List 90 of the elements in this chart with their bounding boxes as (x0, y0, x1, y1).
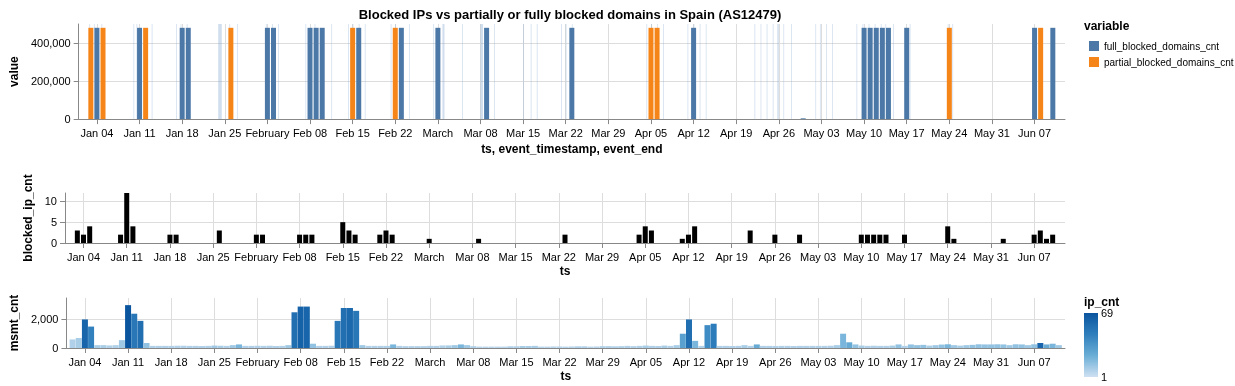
x-tick-label: Mar 08 (456, 355, 491, 368)
x-tick-label: Feb 22 (369, 355, 405, 368)
x-tick-label: Feb 08 (282, 250, 317, 263)
x-tick-label: February (235, 355, 281, 368)
x-tick-label: Mar 22 (542, 355, 577, 368)
y-axis-title: blocked_ip_cnt (20, 174, 35, 262)
x-tick-label: May 03 (800, 250, 837, 263)
x-tick-label: Jan 04 (68, 355, 102, 368)
x-tick-label: Feb 22 (368, 250, 404, 263)
x-tick-label: May 17 (886, 355, 923, 368)
y-tick-label: 2,000 (30, 313, 59, 326)
x-tick-label: Apr 12 (672, 250, 705, 263)
y-tick-label: 10 (44, 195, 57, 208)
x-axis-title: ts (559, 264, 571, 278)
x-tick-label: Mar 29 (591, 126, 626, 139)
y-axis-title: msmt_cnt (7, 294, 21, 352)
x-tick-label: Apr 19 (715, 250, 748, 263)
x-tick-label: Apr 26 (762, 126, 796, 139)
y-tick-label: 200,000 (30, 75, 71, 88)
chart-title: Blocked IPs vs partially or fully blocked domains in Spain (AS12479) (358, 7, 782, 22)
x-tick-label: Apr 05 (629, 355, 663, 368)
x-axis-title: ts, event_timestamp, event_end (481, 142, 663, 156)
x-tick-label: Apr 26 (758, 250, 792, 263)
x-tick-label: Jan 18 (165, 126, 199, 139)
x-tick-label: May 24 (931, 126, 968, 139)
x-tick-label: March (413, 250, 445, 263)
y-tick-label: 0 (50, 237, 57, 249)
x-tick-label: February (234, 250, 279, 263)
y-tick-label: 400,000 (30, 37, 71, 50)
color-bar-label: 1 (1101, 371, 1108, 383)
y-tick-label: 0 (64, 113, 71, 126)
legend-title: variable (1084, 19, 1130, 33)
x-tick-label: Jan 04 (80, 126, 114, 139)
x-tick-label: Jan 25 (208, 126, 242, 139)
x-tick-label: Mar 22 (548, 126, 583, 139)
x-axis-title: ts (560, 369, 572, 383)
x-tick-label: Apr 12 (677, 126, 710, 139)
x-tick-label: Feb 15 (325, 250, 360, 263)
x-tick-label: May 17 (886, 250, 923, 263)
x-tick-label: May 03 (803, 126, 840, 139)
x-tick-label: May 24 (929, 250, 966, 263)
x-tick-label: May 31 (973, 126, 1010, 139)
x-tick-label: Jan 18 (154, 355, 188, 368)
x-tick-label: Jan 18 (153, 250, 187, 263)
x-tick-label: March (414, 355, 446, 368)
x-tick-label: Jan 11 (123, 126, 156, 139)
x-tick-label: Jan 11 (110, 250, 143, 263)
x-tick-label: Feb 08 (292, 126, 328, 139)
x-tick-label: Feb 08 (283, 355, 318, 368)
x-tick-label: Jan 25 (196, 250, 230, 263)
x-tick-label: Mar 29 (585, 355, 620, 368)
x-tick-label: February (245, 126, 290, 139)
color-bar-label: 69 (1101, 307, 1114, 319)
x-tick-label: Mar 29 (584, 250, 620, 263)
x-tick-label: Mar 22 (541, 250, 576, 263)
x-tick-label: Feb 15 (335, 126, 370, 139)
x-tick-label: Apr 12 (672, 355, 706, 368)
x-tick-label: Jan 25 (197, 355, 231, 368)
x-tick-label: Jan 04 (67, 250, 101, 263)
x-tick-label: Apr 26 (759, 355, 792, 368)
x-tick-label: May 24 (929, 355, 966, 368)
x-tick-label: May 31 (972, 355, 1010, 368)
x-tick-label: May 10 (843, 250, 880, 263)
y-tick-label: 5 (50, 216, 57, 229)
x-tick-label: Apr 19 (715, 355, 749, 368)
color-bar-title: ip_cnt (1084, 295, 1120, 309)
y-tick-label: 0 (52, 342, 59, 354)
x-tick-label: May 03 (800, 355, 837, 368)
x-tick-label: March (422, 126, 454, 139)
x-tick-label: May 17 (888, 126, 925, 139)
x-tick-label: May 10 (846, 126, 883, 139)
legend-label: full_blocked_domains_cnt (1104, 40, 1220, 52)
x-tick-label: Jan 11 (111, 355, 145, 368)
x-tick-label: Jun 07 (1017, 355, 1051, 368)
x-tick-label: Mar 08 (463, 126, 498, 139)
x-tick-label: Mar 15 (499, 355, 534, 368)
x-tick-label: Jun 07 (1018, 126, 1052, 139)
x-tick-label: Feb 22 (378, 126, 413, 139)
y-axis-title: value (7, 55, 21, 87)
x-tick-label: Mar 15 (506, 126, 541, 139)
x-tick-label: Mar 08 (455, 250, 490, 263)
legend-label: partial_blocked_domains_cnt (1104, 56, 1234, 68)
x-tick-label: Jun 07 (1017, 250, 1051, 263)
x-tick-label: Apr 05 (629, 250, 662, 263)
x-tick-label: Feb 15 (326, 355, 361, 368)
x-tick-label: Apr 05 (634, 126, 668, 139)
x-tick-label: May 31 (972, 250, 1009, 263)
x-tick-label: May 10 (843, 355, 880, 368)
x-tick-label: Mar 15 (498, 250, 533, 263)
x-tick-label: Apr 19 (720, 126, 753, 139)
